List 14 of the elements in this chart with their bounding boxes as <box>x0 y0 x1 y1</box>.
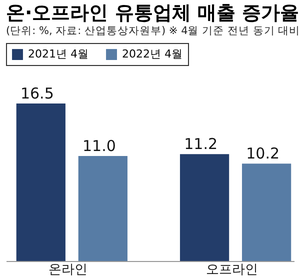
x-tick-label: 온라인 <box>48 262 88 278</box>
bar <box>242 164 292 261</box>
bar <box>78 156 128 261</box>
data-label: 11.0 <box>82 136 116 155</box>
x-tick-label: 오프라인 <box>206 262 258 278</box>
chart-title: 온·오프라인 유통업체 매출 증가율 <box>6 2 300 24</box>
data-label: 10.2 <box>246 144 280 163</box>
data-label: 11.2 <box>184 135 218 154</box>
legend-label: 2021년 4월 <box>28 48 88 61</box>
legend-label: 2022년 4월 <box>122 48 182 61</box>
bar <box>180 154 230 261</box>
bar <box>16 103 66 261</box>
data-label: 16.5 <box>20 84 54 102</box>
chart-subtitle: (단위: %, 자료: 산업통상자원부) ※ 4월 기준 전년 동기 대비 <box>6 25 300 37</box>
